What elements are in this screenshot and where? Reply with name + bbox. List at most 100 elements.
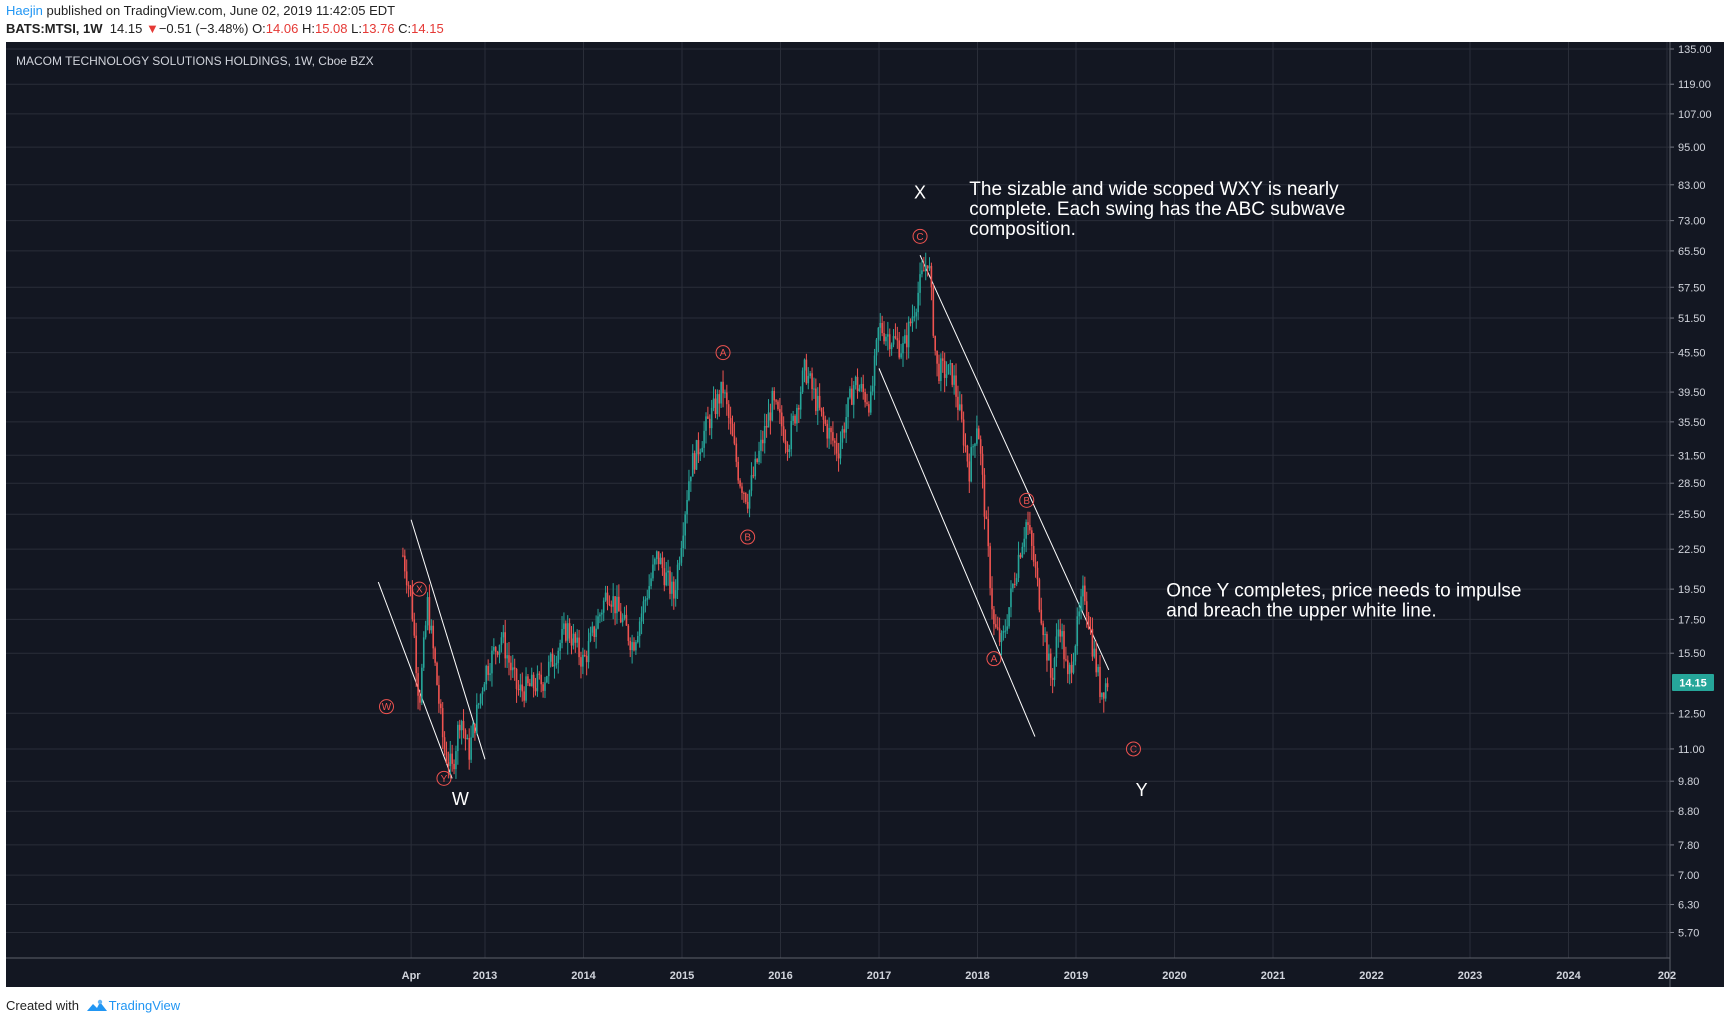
candle-body <box>1044 634 1046 636</box>
candle-body <box>441 708 444 738</box>
annotation-line: Once Y completes, price needs to impulse <box>1166 580 1521 601</box>
candle-body <box>672 581 675 599</box>
last-price-badge-text: 14.15 <box>1679 678 1707 690</box>
price-tick-label: 45.50 <box>1678 348 1706 360</box>
candle-body <box>845 417 847 433</box>
annotation-line: and breach the upper white line. <box>1166 600 1436 621</box>
candle-body <box>926 265 929 269</box>
candle-body <box>748 490 751 509</box>
candle-body <box>1063 631 1065 660</box>
trendline[interactable] <box>410 519 486 760</box>
candle-body <box>852 385 855 405</box>
candle-body <box>987 518 990 547</box>
candle-body <box>883 333 885 342</box>
candle-body <box>866 402 868 405</box>
candle-body <box>936 350 938 364</box>
candle-body <box>674 590 677 599</box>
candle-body <box>813 388 815 390</box>
candle-body <box>493 647 495 651</box>
candle-body <box>657 551 660 565</box>
candle-body <box>830 427 832 433</box>
candle-body <box>415 635 417 674</box>
candle-body <box>424 625 427 638</box>
candle-body <box>447 762 450 767</box>
price-tick-label: 28.50 <box>1678 478 1706 490</box>
candle-body <box>648 586 650 599</box>
candle-body <box>762 439 764 444</box>
price-tick-label: 65.50 <box>1678 246 1706 258</box>
candle-body <box>760 439 762 451</box>
time-axis-ticks: Apr 2013 2014 2015 2016 2017 2018 2019 2020 2021 2… <box>402 970 1677 982</box>
candle-body <box>968 461 971 482</box>
candle-body <box>468 738 471 760</box>
candle-body <box>822 411 825 420</box>
candle-body <box>580 657 582 667</box>
candle-body <box>595 628 597 637</box>
candle-body <box>513 667 516 669</box>
price-tick-label: 119.00 <box>1678 79 1711 91</box>
candle-body <box>869 391 872 413</box>
time-tick-label: 2024 <box>1556 970 1581 982</box>
down-arrow-icon: ▼ <box>145 21 159 36</box>
candle-body <box>582 654 584 667</box>
candle-body <box>434 648 436 663</box>
candle-body <box>477 703 480 705</box>
candle-body <box>625 614 628 626</box>
trendline[interactable] <box>919 254 1110 671</box>
high-value: 15.08 <box>314 21 348 36</box>
candle-body <box>527 676 529 684</box>
candle-body <box>879 322 882 328</box>
candle-body <box>665 572 668 586</box>
ohlc-bar: BATS:MTSI, 1W 14.15 ▼−0.51 (−3.48%) O:14… <box>6 21 444 36</box>
candle-body <box>443 737 446 752</box>
trendline[interactable] <box>377 581 453 779</box>
trendlines <box>377 254 1110 779</box>
annotation-line: composition. <box>969 219 1076 240</box>
candle-body <box>563 623 565 629</box>
price-tick-label: 95.00 <box>1678 142 1706 154</box>
candle-body <box>784 440 787 445</box>
candle-body <box>896 338 899 341</box>
candle-body <box>1089 628 1092 630</box>
candle-body <box>404 555 406 572</box>
candle-body <box>907 321 910 348</box>
candle-body <box>489 673 491 675</box>
tradingview-link[interactable]: TradingView <box>108 998 181 1013</box>
candle-body <box>780 412 783 427</box>
candle-body <box>1068 664 1071 675</box>
candle-body <box>851 388 853 405</box>
candle-body <box>820 407 823 412</box>
candle-body <box>616 596 618 614</box>
candle-body <box>947 364 950 375</box>
author-link[interactable]: Haejin <box>6 3 43 18</box>
candle-body <box>487 665 489 675</box>
candle-body <box>627 625 630 641</box>
created-with-text: Created with <box>6 998 79 1013</box>
trendline[interactable] <box>878 368 1036 737</box>
time-axis[interactable] <box>6 958 1670 987</box>
time-tick-label: 2015 <box>670 970 694 982</box>
candle-body <box>551 653 554 667</box>
candle-body <box>894 336 897 339</box>
candle-body <box>1057 629 1060 637</box>
last-price: 14.15 <box>109 21 143 36</box>
candle-body <box>917 292 919 313</box>
price-tick-label: 17.50 <box>1678 614 1706 626</box>
candle-body <box>798 407 800 410</box>
candle-body <box>1085 601 1088 617</box>
candle-body <box>457 724 459 752</box>
candle-body <box>534 688 537 692</box>
candle-body <box>546 676 548 683</box>
candle-body <box>638 621 641 637</box>
candle-body <box>818 395 821 408</box>
candle-body <box>1097 666 1099 673</box>
candle-body <box>472 723 474 738</box>
candle-body <box>957 396 959 410</box>
candle-body <box>871 385 874 392</box>
candle-body <box>744 493 747 502</box>
price-axis[interactable] <box>1670 42 1724 987</box>
candle-body <box>676 564 679 591</box>
annotation-text[interactable]: The sizable and wide scoped WXY is nearl… <box>969 179 1345 240</box>
annotation-text[interactable]: Once Y completes, price needs to impulse… <box>1166 580 1521 621</box>
